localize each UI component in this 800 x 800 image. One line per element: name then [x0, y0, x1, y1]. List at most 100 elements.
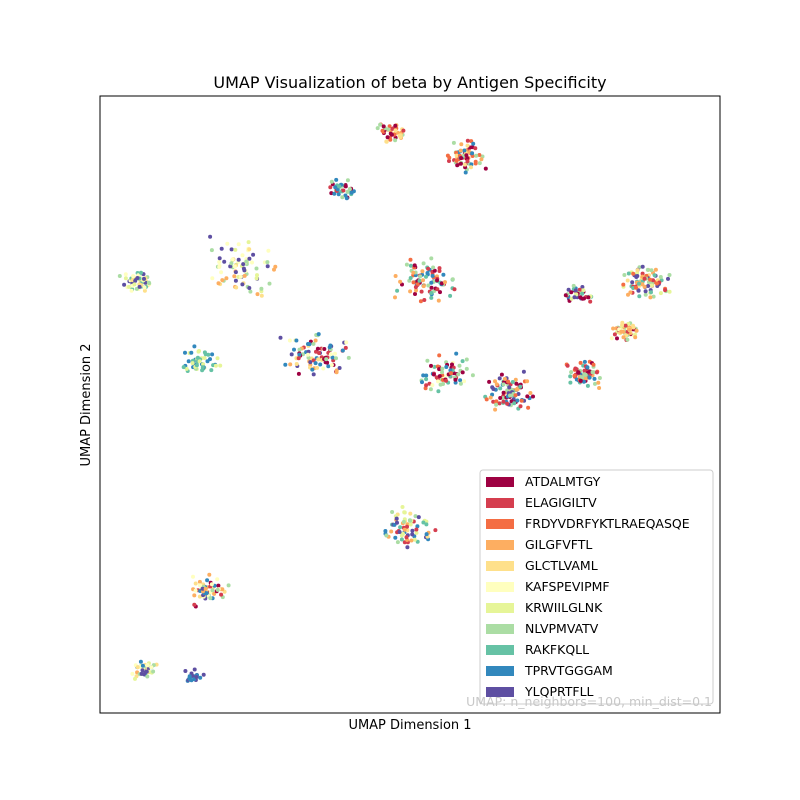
data-point	[625, 337, 630, 342]
data-point	[439, 281, 444, 286]
data-point	[419, 289, 424, 294]
data-point	[240, 282, 245, 287]
data-point	[288, 362, 293, 367]
data-point	[230, 257, 235, 262]
data-point	[142, 288, 147, 293]
data-point	[139, 270, 143, 275]
data-point	[130, 671, 135, 676]
data-point	[424, 377, 429, 382]
data-point	[418, 274, 423, 279]
data-point	[591, 362, 596, 367]
data-point	[631, 323, 635, 328]
data-point	[146, 280, 151, 285]
legend-swatch	[486, 687, 514, 697]
x-axis-label: UMAP Dimension 1	[348, 718, 471, 733]
data-point	[582, 368, 587, 373]
data-point	[580, 291, 585, 296]
data-point	[621, 335, 626, 340]
legend-swatch	[486, 561, 514, 571]
data-point	[316, 357, 321, 362]
data-point	[197, 594, 202, 599]
data-point	[619, 329, 624, 334]
data-point	[458, 378, 463, 383]
data-point	[635, 268, 640, 273]
data-point	[628, 290, 633, 295]
data-point	[236, 242, 241, 247]
data-point	[398, 279, 403, 284]
data-point	[667, 273, 672, 277]
data-point	[421, 284, 426, 289]
data-point	[422, 298, 427, 302]
data-point	[437, 269, 442, 273]
data-point	[289, 352, 294, 357]
data-point	[192, 667, 197, 672]
data-point	[464, 366, 469, 371]
data-point	[653, 267, 658, 272]
data-point	[434, 375, 439, 380]
legend-swatch	[486, 666, 514, 676]
data-point	[383, 529, 388, 533]
data-point	[238, 274, 243, 279]
data-point	[137, 284, 142, 289]
data-point	[417, 278, 422, 283]
data-point	[398, 525, 403, 530]
data-point	[571, 283, 576, 288]
data-point	[247, 247, 252, 252]
data-point	[425, 358, 430, 363]
data-point	[470, 373, 475, 378]
data-point	[212, 591, 217, 596]
data-point	[144, 669, 149, 674]
data-point	[577, 287, 582, 292]
data-point	[615, 336, 619, 341]
data-point	[516, 392, 521, 396]
data-point	[658, 291, 663, 296]
data-point	[565, 363, 570, 368]
data-point	[441, 272, 446, 277]
data-point	[465, 138, 470, 143]
data-point	[436, 379, 440, 384]
data-point	[471, 141, 476, 146]
data-point	[393, 295, 397, 300]
data-point	[251, 252, 256, 257]
data-point	[122, 282, 127, 287]
data-point	[418, 299, 423, 304]
data-point	[447, 155, 452, 160]
legend-box	[479, 469, 714, 705]
data-point	[329, 179, 334, 184]
data-point	[658, 275, 663, 279]
data-point	[216, 281, 221, 286]
data-point	[491, 387, 496, 391]
data-point	[459, 156, 464, 161]
data-point	[421, 278, 425, 283]
data-point	[209, 582, 214, 587]
data-point	[278, 335, 283, 340]
data-point	[494, 399, 499, 404]
data-point	[587, 375, 592, 380]
data-point	[642, 276, 647, 281]
data-point	[240, 253, 245, 258]
data-point	[247, 286, 252, 290]
data-point	[515, 398, 520, 403]
legend-label: NLVPMVATV	[525, 621, 599, 636]
data-point	[197, 349, 201, 353]
data-point	[294, 338, 299, 343]
data-point	[405, 524, 409, 529]
data-point	[611, 326, 616, 331]
data-point	[620, 322, 625, 327]
data-point	[255, 292, 260, 297]
data-point	[132, 282, 137, 287]
data-point	[349, 190, 354, 195]
data-point	[334, 368, 339, 373]
legend-label: GLCTLVAML	[525, 558, 598, 573]
data-point	[213, 363, 218, 368]
data-point	[267, 281, 272, 286]
data-point	[566, 287, 571, 292]
data-point	[197, 579, 202, 584]
data-point	[433, 528, 438, 533]
data-point	[424, 373, 429, 378]
data-point	[393, 138, 398, 143]
data-point	[465, 156, 470, 161]
data-point	[333, 351, 337, 356]
data-point	[435, 278, 439, 283]
data-point	[310, 367, 315, 372]
